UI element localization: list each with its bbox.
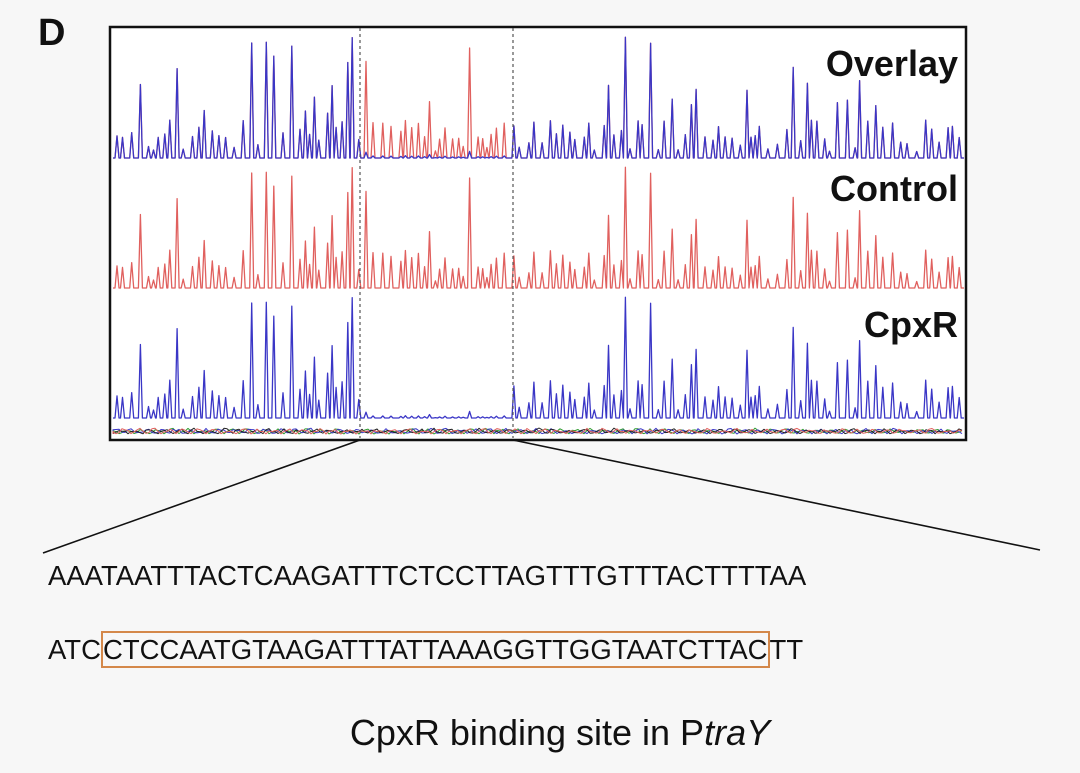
base-call-traces: [112, 427, 963, 435]
panel-letter: D: [38, 12, 66, 54]
sequence-line-1: AAATAATTTACTCAAGATTTCTCCTTAGTTTGTTTACTTT…: [48, 560, 807, 591]
track-label-overlay: Overlay: [826, 43, 958, 84]
control-track-trace: [113, 166, 964, 289]
track-label-control: Control: [830, 168, 958, 209]
caption-italic-gene: traY: [704, 712, 771, 753]
zoom-line-right: [512, 439, 1041, 551]
track-label-cpxr: CpxR: [864, 304, 958, 345]
sequence-line-2: ATCCTCCAATGTAAGATTTATTAAAGGTTGGTAATCTTAC…: [48, 631, 804, 668]
sequence-prefix: ATC: [48, 634, 101, 665]
cpxr-track-trace: [113, 296, 964, 419]
overlay-track-trace: [113, 36, 964, 159]
caption-prefix: CpxR binding site in P: [349, 712, 705, 753]
sequence-suffix: TT: [769, 634, 804, 665]
zoom-line-left: [42, 439, 361, 554]
cpxr-binding-site-box: CTCCAATGTAAGATTTATTAAAGGTTGGTAATCTTAC: [100, 631, 770, 668]
figure-caption: CpxR binding site in PtraY: [0, 712, 1080, 754]
